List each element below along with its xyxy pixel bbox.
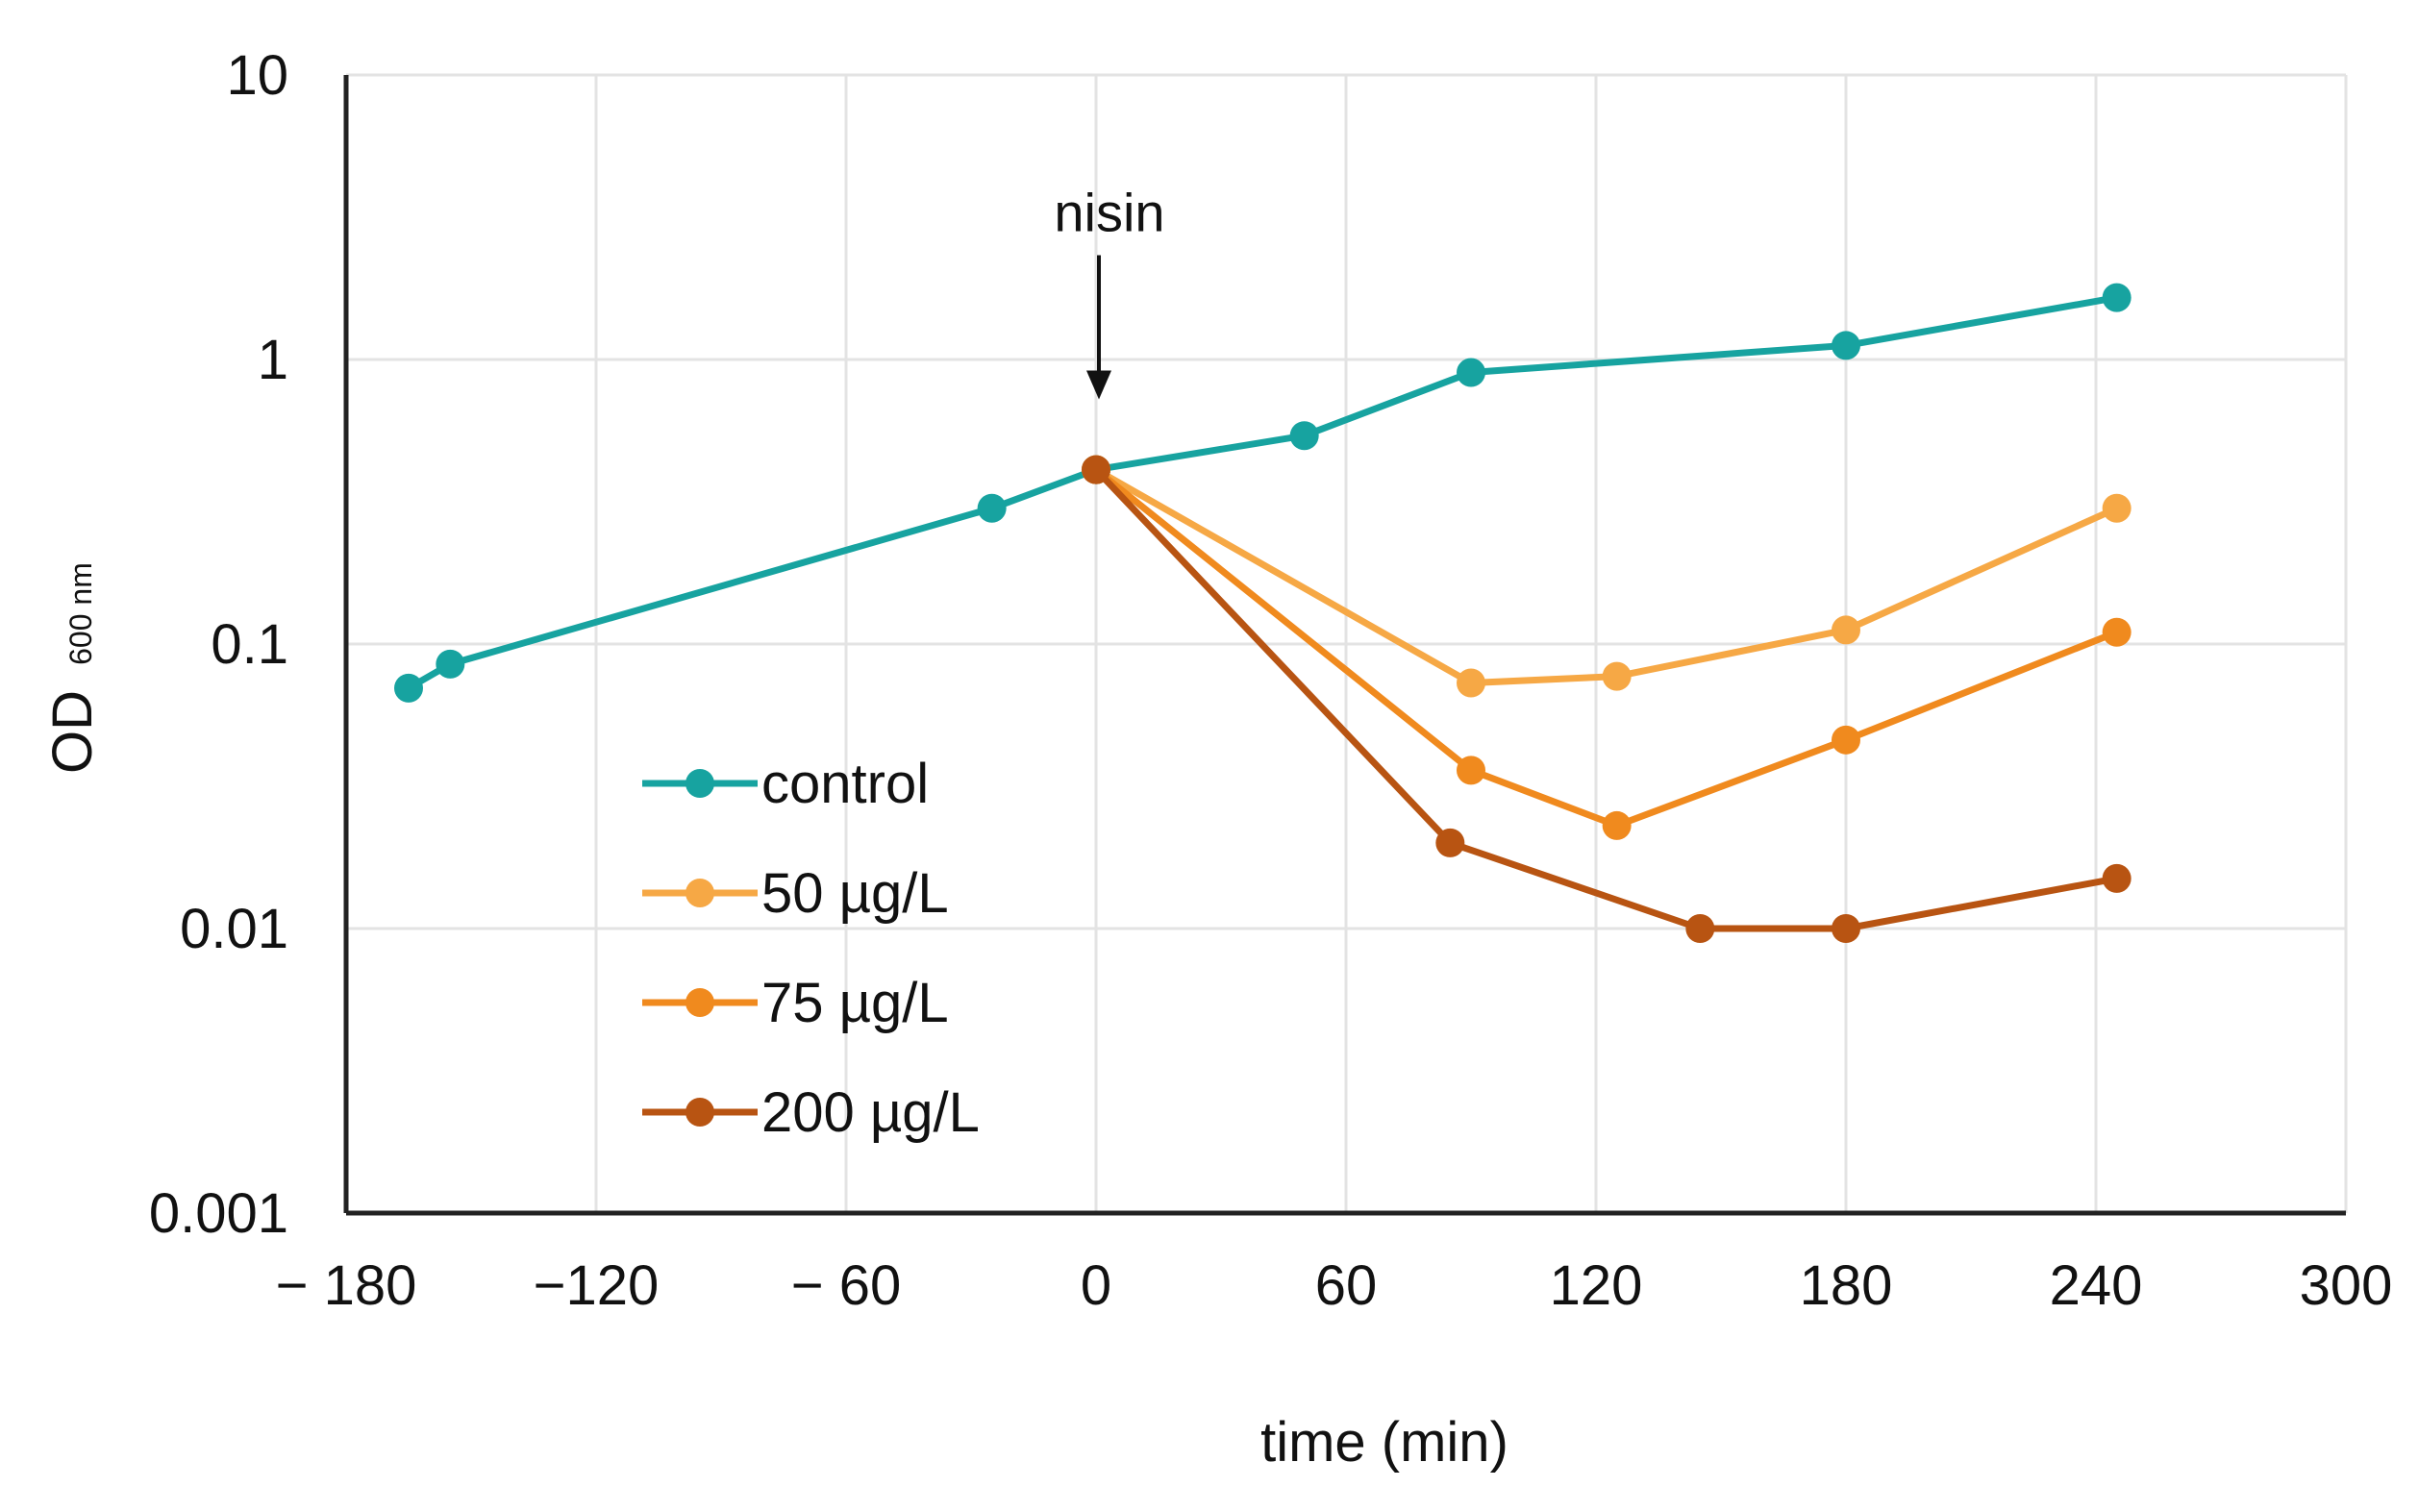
data-point	[2102, 863, 2131, 893]
annotation-label: nisin	[1054, 183, 1164, 243]
data-point	[1685, 914, 1715, 943]
x-tick-label: 300	[2300, 1254, 2393, 1317]
x-tick-label: 120	[1550, 1254, 1643, 1317]
annotation-arrow-head	[1086, 370, 1111, 400]
axis-layer: − 180 −120 − 60 0 60 120 180 240 300 0.001 0.01 0.1…	[149, 44, 2393, 1317]
data-point	[394, 673, 423, 703]
data-point	[1602, 810, 1632, 840]
y-tick-label: 1	[258, 329, 288, 391]
data-point	[1457, 358, 1485, 387]
x-tick-label: −120	[534, 1254, 660, 1317]
legend-swatch-marker	[686, 988, 714, 1017]
y-tick-label: 0.1	[211, 613, 288, 676]
x-tick-label: 60	[1315, 1254, 1378, 1317]
data-point	[977, 493, 1007, 523]
x-tick-label: 180	[1800, 1254, 1893, 1317]
series-layer	[394, 283, 2131, 943]
axis-titles: time (min) OD 600 nm	[41, 562, 1508, 1474]
x-axis-title: time (min)	[1260, 1411, 1508, 1474]
data-point	[2102, 493, 2131, 523]
legend-label: 50 µg/L	[761, 862, 949, 925]
legend-label: 75 µg/L	[761, 972, 949, 1034]
legend: control 50 µg/L 75 µg/L 200 µg/L	[642, 753, 980, 1144]
data-point	[1457, 756, 1485, 785]
legend-swatch-marker	[686, 769, 714, 798]
x-tick-label: − 60	[791, 1254, 902, 1317]
series-line	[407, 294, 2118, 691]
legend-label: control	[761, 753, 929, 815]
data-point	[2102, 283, 2131, 312]
data-point	[1832, 914, 1860, 943]
data-point	[1832, 725, 1860, 755]
x-tick-label: 0	[1081, 1254, 1111, 1317]
series-line	[1094, 466, 2119, 686]
y-tick-label: 0.01	[180, 898, 288, 960]
series-line	[1093, 466, 2118, 830]
data-point	[1602, 661, 1632, 691]
data-point	[1435, 828, 1465, 857]
data-point	[1832, 331, 1860, 360]
y-tick-label: 10	[226, 44, 288, 107]
x-tick-label: 240	[2050, 1254, 2143, 1317]
legend-label: 200 µg/L	[761, 1081, 980, 1144]
series-line	[1093, 467, 2118, 932]
grid-layer	[346, 73, 2348, 1213]
y-axis-title: OD 600 nm	[41, 562, 104, 774]
data-point	[2102, 617, 2131, 647]
x-tick-label: − 180	[276, 1254, 417, 1317]
y-axis-title-main: OD	[41, 690, 104, 774]
annotation-layer: nisin	[1054, 183, 1165, 400]
data-point	[1832, 615, 1860, 645]
data-point	[1289, 421, 1319, 451]
data-point	[1082, 455, 1110, 484]
legend-swatch-marker	[686, 1098, 714, 1127]
y-tick-label: 0.001	[149, 1182, 288, 1245]
data-point	[1457, 668, 1485, 698]
y-axis-title-group: OD 600 nm	[41, 562, 104, 774]
data-point	[436, 649, 465, 679]
y-axis-title-subscript: 600 nm	[63, 562, 98, 665]
legend-swatch-marker	[686, 879, 714, 907]
